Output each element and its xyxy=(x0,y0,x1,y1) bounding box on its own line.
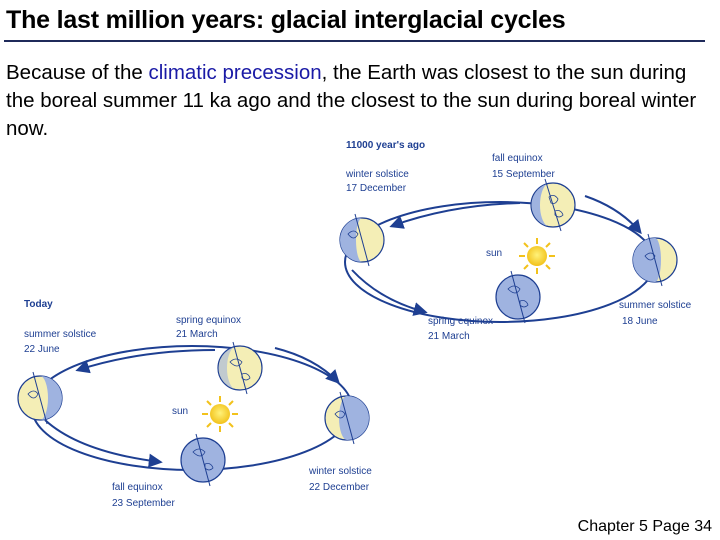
orbit-arrow-today-left xyxy=(44,419,163,468)
page-footer: Chapter 5 Page 34 xyxy=(577,518,712,535)
orbit-arrow-past-left xyxy=(351,269,428,316)
label-today-spring-equinox: spring equinox xyxy=(176,315,241,326)
earth-today-top xyxy=(217,341,263,395)
orbit-arrow-today-right xyxy=(274,347,340,385)
body-text: Because of the climatic precession, the … xyxy=(6,59,706,143)
label-today-winter-solstice: winter solstice xyxy=(308,466,372,477)
label-today-winter-solstice-date: 22 December xyxy=(309,482,370,493)
label-past-summer-solstice: summer solstice xyxy=(619,300,692,311)
body-text-highlight: climatic precession xyxy=(148,61,322,84)
diagram-past: 11000 year's ago fall equinox 15 Septemb… xyxy=(339,140,692,342)
label-past-winter-solstice-date: 17 December xyxy=(346,183,407,194)
earth-past-left xyxy=(339,213,385,267)
earth-today-left xyxy=(17,371,63,425)
label-today-fall-equinox-date: 23 September xyxy=(112,498,175,509)
orbit-arrow-today-top xyxy=(75,349,216,374)
earth-past-top xyxy=(530,178,576,232)
earth-today-right xyxy=(324,391,370,445)
header-past: 11000 year's ago xyxy=(346,140,425,151)
label-past-winter-solstice: winter solstice xyxy=(345,169,409,180)
sun-today xyxy=(202,396,238,432)
label-past-fall-equinox: fall equinox xyxy=(492,153,543,164)
body-text-post: , the Earth was closest to the sun durin… xyxy=(6,61,697,140)
earth-today-bottom xyxy=(180,433,226,487)
label-past-spring-equinox-date: 21 March xyxy=(428,331,470,342)
slide-title: The last million years: glacial intergla… xyxy=(6,6,566,34)
earth-past-right xyxy=(632,233,678,287)
label-past-sun: sun xyxy=(486,248,502,259)
body-text-pre: Because of the xyxy=(6,61,149,84)
label-past-summer-solstice-date: 18 June xyxy=(622,316,658,327)
sun-past xyxy=(519,238,555,274)
label-today-sun: sun xyxy=(172,406,188,417)
diagram-today: Today summer solstice 22 June spring equ… xyxy=(17,299,372,509)
label-today-spring-equinox-date: 21 March xyxy=(176,329,218,340)
label-past-spring-equinox: spring equinox xyxy=(428,316,493,327)
label-today-fall-equinox: fall equinox xyxy=(112,482,163,493)
header-today: Today xyxy=(24,299,53,310)
title-rule xyxy=(4,40,705,42)
label-past-fall-equinox-date: 15 September xyxy=(492,169,555,180)
earth-past-bottom xyxy=(495,270,541,324)
orbit-arrow-past-top xyxy=(389,202,521,229)
label-today-summer-solstice-date: 22 June xyxy=(24,344,60,355)
label-today-summer-solstice: summer solstice xyxy=(24,329,97,340)
orbit-arrow-past-right xyxy=(584,195,642,235)
